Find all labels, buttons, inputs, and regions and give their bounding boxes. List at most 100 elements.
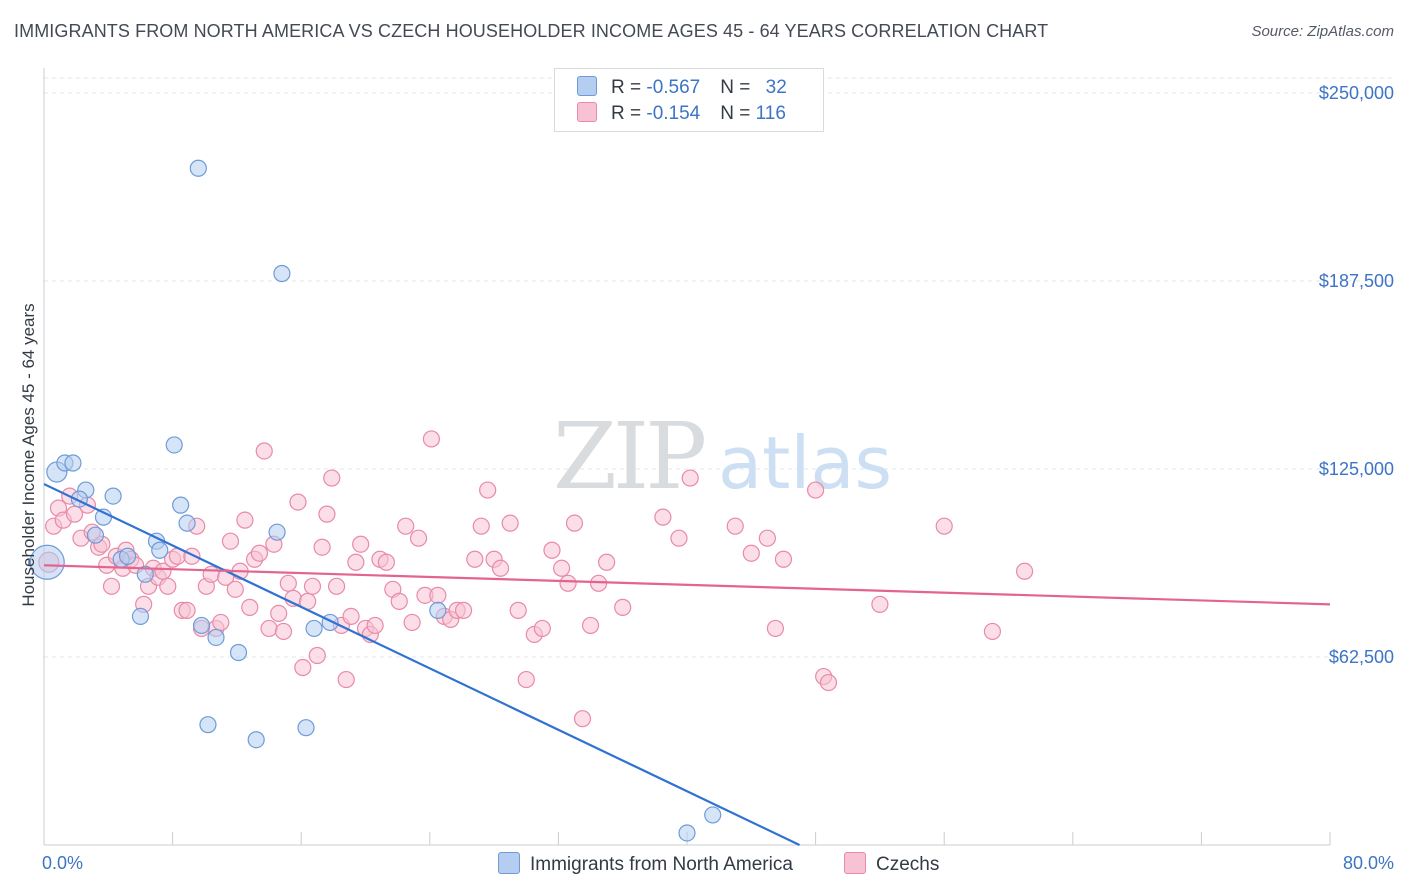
czechs-point — [559, 574, 577, 592]
czechs-point — [294, 658, 312, 677]
north-america-point — [207, 628, 225, 647]
north-america-point — [678, 824, 696, 842]
czechs-point — [766, 619, 785, 638]
czechs-point — [871, 595, 889, 613]
north-america-point — [704, 806, 722, 824]
north-america-point — [172, 496, 190, 514]
source-credit: Source: ZipAtlas.com — [1251, 23, 1394, 40]
czechs-point — [308, 646, 326, 665]
czechs-point — [726, 517, 744, 535]
north-america-point — [229, 643, 248, 662]
czechs-point — [565, 514, 584, 532]
north-america-point — [178, 514, 196, 532]
czechs-point — [403, 613, 421, 632]
czechs-point — [279, 574, 297, 592]
czechs-point — [454, 601, 473, 619]
north-america-point — [64, 454, 82, 472]
north-america-point — [165, 436, 183, 454]
czechs-point — [553, 559, 571, 577]
chart-title: IMMIGRANTS FROM NORTH AMERICA VS CZECH H… — [14, 21, 1049, 41]
north-america-trend-line — [43, 483, 800, 846]
czechs-point — [289, 493, 307, 511]
czechs-point — [318, 505, 336, 523]
czechs-point — [352, 535, 370, 553]
legend-row-blue: R = -0.567 N = 32 — [577, 76, 787, 100]
watermark-atlas: atlas — [718, 421, 892, 505]
czechs-point — [472, 517, 490, 535]
czechs-point — [466, 550, 484, 568]
watermark: ZIP atlas — [553, 403, 892, 510]
blue-swatch-icon — [498, 852, 520, 874]
czechs-point — [517, 670, 535, 689]
legend-n-label: N = — [720, 103, 756, 124]
czechs-point — [397, 517, 415, 535]
blue-swatch-icon — [577, 76, 597, 96]
czechs-point — [260, 619, 278, 638]
czechs-point — [533, 619, 551, 638]
czechs-point — [313, 538, 331, 556]
czechs-point — [102, 577, 121, 595]
czechs-point — [409, 529, 428, 547]
czechs-point — [236, 511, 254, 529]
czechs-point — [347, 553, 365, 571]
legend-label: Czechs — [876, 854, 940, 875]
czechs-point — [598, 553, 616, 571]
north-america-point — [297, 719, 315, 737]
czechs-point — [429, 586, 447, 604]
north-america-point — [268, 523, 286, 541]
czechs-point — [819, 673, 838, 692]
legend-r-label: R = — [611, 103, 647, 124]
czechs-point — [1015, 562, 1034, 580]
czechs-point — [681, 469, 699, 487]
legend-item-north-america: Immigrants from North America — [498, 852, 793, 876]
stats-legend: R = -0.567 N = 32 R = -0.154 N = 116 — [554, 68, 824, 132]
data-points — [29, 159, 1034, 842]
north-america-point — [199, 716, 217, 734]
north-america-point — [86, 526, 105, 544]
y-tick-label: $125,000 — [1319, 459, 1394, 479]
legend-r-label: R = — [611, 77, 647, 98]
czechs-point — [274, 622, 293, 641]
czechs-point — [270, 604, 288, 622]
legend-r-value: -0.154 — [646, 103, 701, 124]
czechs-point — [255, 442, 273, 460]
legend-row-pink: R = -0.154 N = 116 — [577, 102, 786, 126]
czechs-point — [758, 529, 776, 547]
trend-lines — [43, 483, 1331, 846]
czechs-point — [323, 469, 341, 487]
czechs-point — [159, 577, 177, 595]
tick-labels: $62,500 $125,000 $187,500 $250,000 0.0% 80.0%… — [19, 83, 1394, 873]
czechs-point — [178, 601, 196, 619]
north-america-point — [104, 487, 122, 505]
north-america-point — [189, 159, 207, 177]
czechs-point — [983, 622, 1002, 641]
north-america-point — [273, 264, 291, 283]
czechs-point — [614, 598, 632, 616]
x-tick-label-max: 80.0% — [1343, 853, 1394, 873]
north-america-point — [305, 619, 323, 638]
czechs-point — [390, 592, 408, 610]
czechs-point — [935, 517, 953, 535]
czechs-point — [742, 544, 760, 562]
y-axis-title: Householder Income Ages 45 - 64 years — [19, 303, 38, 606]
pink-swatch-icon — [577, 102, 597, 122]
czechs-point — [501, 514, 519, 532]
czechs-point — [250, 544, 269, 562]
x-tick-label-min: 0.0% — [42, 853, 83, 873]
legend-label: Immigrants from North America — [530, 854, 793, 875]
north-america-point — [151, 541, 169, 559]
czechs-point — [654, 508, 672, 526]
czechs-point — [327, 577, 346, 595]
north-america-point — [29, 544, 65, 580]
czechs-point — [509, 601, 527, 619]
legend-n-value: 32 — [765, 77, 787, 98]
czechs-point — [241, 598, 259, 616]
watermark-zip: ZIP — [553, 403, 704, 510]
czechs-point — [337, 670, 355, 689]
czechs-point — [377, 553, 395, 571]
czechs-point — [491, 559, 510, 577]
czechs-point — [221, 532, 240, 550]
czechs-point — [670, 529, 688, 547]
czechs-point — [479, 481, 497, 499]
